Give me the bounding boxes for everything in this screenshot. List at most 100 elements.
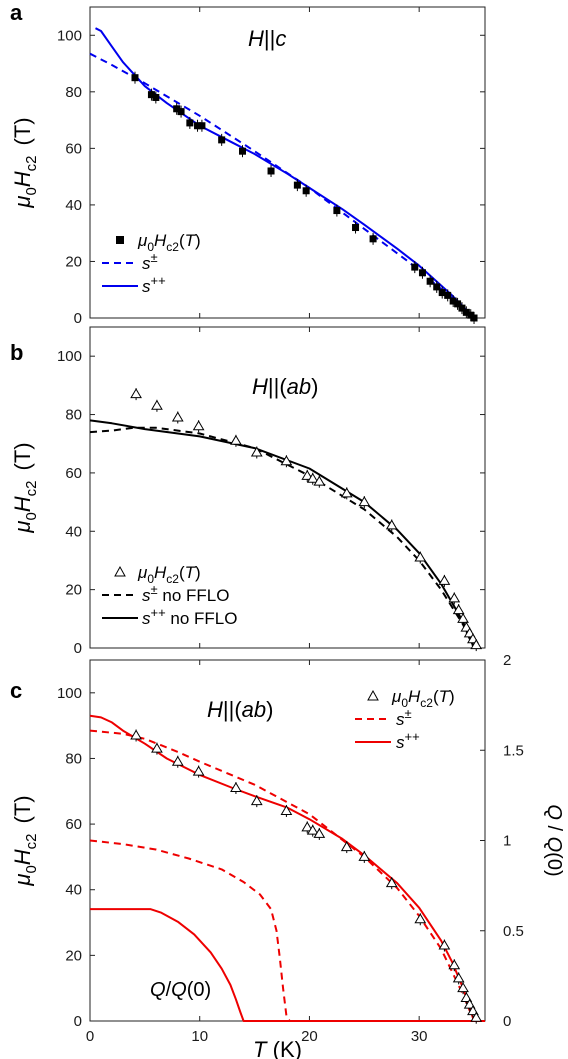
- y-tick-label: 20: [65, 253, 82, 270]
- series-line-dashed-0: [89, 426, 475, 649]
- data-point: [239, 145, 247, 158]
- x-tick-label: 10: [191, 1028, 208, 1045]
- data-point: [250, 446, 263, 459]
- legend-label: s± no FFLO: [142, 582, 229, 605]
- y2-tick-label: 2: [503, 652, 511, 669]
- field-direction-label: H||(ab): [207, 697, 273, 722]
- data-point: [313, 827, 326, 840]
- series-line-dashed-2: [89, 839, 485, 1022]
- y-tick-label: 20: [65, 947, 82, 964]
- data-point: [369, 232, 377, 245]
- data-point: [306, 824, 319, 837]
- data-point: [448, 592, 461, 605]
- data-point: [438, 574, 451, 587]
- legend-label: μ0Hc2(T): [137, 563, 201, 586]
- data-point: [301, 469, 314, 482]
- data-point: [267, 164, 275, 177]
- data-point: [130, 729, 142, 742]
- data-point: [280, 455, 293, 468]
- y-tick-label: 0: [74, 1013, 82, 1030]
- data-point: [385, 519, 398, 532]
- data-point: [414, 551, 427, 564]
- y2-tick-label: 1: [503, 833, 511, 850]
- panel-letter: b: [10, 340, 23, 365]
- y-tick-label: 0: [74, 640, 82, 657]
- y-tick-label: 80: [65, 407, 82, 424]
- data-point: [333, 204, 341, 217]
- data-point: [186, 116, 194, 129]
- data-point: [151, 742, 163, 755]
- data-point: [454, 297, 462, 310]
- data-point: [452, 604, 465, 617]
- y-tick-label: 100: [57, 27, 82, 44]
- data-point: [313, 475, 326, 488]
- legend: μ0Hc2(T)s±s++: [355, 687, 455, 752]
- data-point: [470, 312, 478, 324]
- panel-letter: c: [10, 678, 22, 703]
- data-point: [151, 399, 163, 412]
- data-point: [352, 221, 360, 234]
- data-point: [448, 959, 461, 972]
- x-tick-label: 20: [301, 1028, 318, 1045]
- data-point: [458, 302, 466, 315]
- data-point: [457, 982, 469, 995]
- y2-tick-label: 1.5: [503, 742, 524, 759]
- data-point: [280, 804, 293, 817]
- data-point: [301, 821, 314, 834]
- y-axis-label: μ0Hc2(T): [10, 442, 40, 533]
- data-point: [198, 119, 206, 132]
- data-point: [218, 133, 226, 146]
- data-point: [306, 472, 319, 485]
- data-point: [302, 184, 310, 197]
- data-point: [438, 939, 451, 952]
- y-tick-label: 100: [57, 348, 82, 365]
- data-point: [460, 992, 473, 1005]
- data-point: [462, 306, 470, 319]
- plot-frame: [89, 326, 486, 649]
- y-tick-label: 100: [57, 685, 82, 702]
- y-tick-label: 80: [65, 750, 82, 767]
- y-tick-label: 40: [65, 523, 82, 540]
- data-point: [173, 102, 181, 115]
- data-point: [438, 286, 446, 299]
- data-point: [130, 388, 142, 401]
- data-point: [385, 877, 398, 890]
- series-line-solid-1: [95, 27, 475, 319]
- y-tick-label: 60: [65, 816, 82, 833]
- legend-label: μ0Hc2(T): [137, 231, 201, 254]
- data-point: [358, 850, 371, 863]
- legend-marker: [116, 236, 124, 244]
- y2-tick-label: 0: [503, 1013, 511, 1030]
- data-point: [340, 487, 353, 500]
- data-point: [171, 411, 184, 424]
- data-point: [147, 88, 155, 101]
- data-point: [230, 781, 242, 794]
- y-axis-label: μ0Hc2(T): [10, 795, 40, 886]
- legend-label: s±: [396, 706, 412, 729]
- x-tick-label: 30: [411, 1028, 428, 1045]
- data-point: [171, 755, 184, 768]
- data-point: [452, 972, 465, 985]
- data-point: [463, 998, 476, 1011]
- legend-label: s++: [396, 729, 420, 752]
- y-tick-label: 80: [65, 84, 82, 101]
- y-tick-label: 40: [65, 882, 82, 899]
- y2-tick-label: 0.5: [503, 923, 524, 940]
- q-ratio-annotation: Q/Q(0): [150, 979, 211, 1001]
- data-point: [433, 280, 441, 293]
- data-point: [293, 179, 301, 192]
- legend-label: s++ no FFLO: [142, 605, 238, 628]
- legend-label: μ0Hc2(T): [391, 687, 455, 710]
- data-point: [414, 913, 427, 926]
- data-point: [250, 795, 263, 808]
- legend-label: s±: [142, 250, 158, 273]
- field-direction-label: H||c: [248, 26, 286, 51]
- y-tick-label: 40: [65, 197, 82, 214]
- x-tick-label: 0: [86, 1028, 94, 1045]
- legend-marker: [367, 689, 379, 701]
- series-line-solid-3: [90, 908, 485, 1022]
- legend: μ0Hc2(T)s±s++: [102, 231, 201, 296]
